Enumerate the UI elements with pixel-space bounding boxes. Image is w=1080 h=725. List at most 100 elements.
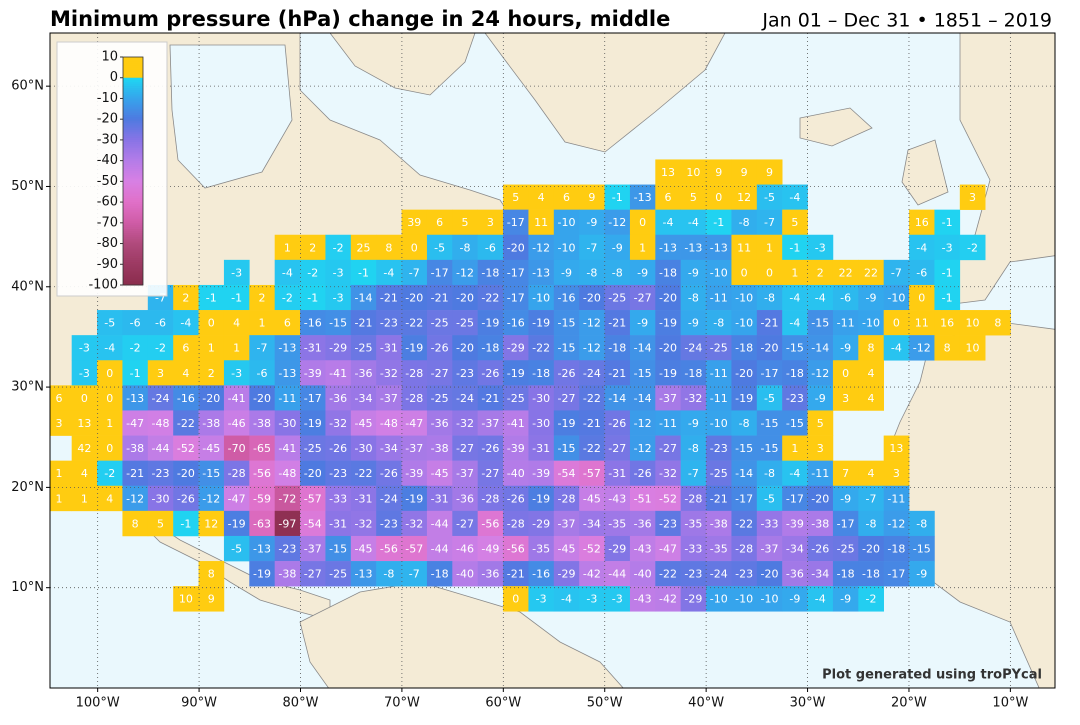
cell-value: -15 xyxy=(558,442,576,455)
grid-cell xyxy=(832,335,859,361)
cell-value: 9 xyxy=(741,166,748,179)
cell-value: -8 xyxy=(713,317,724,330)
cell-value: -16 xyxy=(304,317,322,330)
cell-value: -37 xyxy=(380,392,398,405)
colorbar-segment xyxy=(123,181,143,184)
grid-cell xyxy=(604,209,631,236)
cell-value: -29 xyxy=(507,342,525,355)
cell-value: -42 xyxy=(583,568,601,581)
cell-value: -25 xyxy=(507,392,525,405)
cell-value: 5 xyxy=(512,191,519,204)
grid-cell xyxy=(325,310,352,336)
cell-value: -1 xyxy=(358,266,369,279)
cell-value: -15 xyxy=(761,417,779,430)
cell-value: -24 xyxy=(710,568,728,581)
greenland xyxy=(484,33,726,153)
cell-value: 22 xyxy=(839,266,853,279)
cell-value: 9 xyxy=(715,166,722,179)
cell-value: -9 xyxy=(688,317,699,330)
grid-cell xyxy=(655,586,681,612)
cell-value: 11 xyxy=(534,216,548,229)
colorbar-segment xyxy=(123,77,143,81)
grid-cell xyxy=(223,259,250,286)
grid-cell xyxy=(807,460,834,487)
grid-cell xyxy=(147,310,174,336)
cell-value: -18 xyxy=(659,266,677,279)
cell-value: -14 xyxy=(735,467,753,480)
grid-cell xyxy=(553,184,580,210)
grid-cell xyxy=(553,310,580,336)
colorbar-segment xyxy=(123,204,143,207)
y-tick-label: 10°N xyxy=(11,580,44,595)
grid-cell xyxy=(300,385,326,411)
cell-value: -3 xyxy=(586,593,597,606)
grid-cell xyxy=(401,510,428,537)
cell-value: 0 xyxy=(741,266,748,279)
colorbar-segment xyxy=(123,276,143,280)
grid-cell xyxy=(173,410,199,436)
grid-cell xyxy=(604,259,631,286)
colorbar-segment xyxy=(123,94,143,97)
cell-value: -28 xyxy=(405,392,423,405)
grid-cell xyxy=(300,284,326,311)
cell-value: -27 xyxy=(431,367,449,380)
cell-value: -9 xyxy=(840,593,851,606)
grid-cell xyxy=(528,184,555,210)
cell-value: -43 xyxy=(634,543,652,556)
colorbar-segment xyxy=(123,148,143,151)
cell-value: -17 xyxy=(507,292,525,305)
cell-value: -9 xyxy=(561,266,572,279)
cell-value: -36 xyxy=(456,492,474,505)
grid-cell xyxy=(97,310,123,336)
colorbar-segment xyxy=(123,115,143,118)
grid-cell xyxy=(122,485,149,512)
cell-value: 6 xyxy=(436,216,443,229)
grid-cell xyxy=(503,209,529,236)
grid-cell xyxy=(832,510,859,537)
cell-value: -34 xyxy=(380,442,398,455)
cell-value: -33 xyxy=(329,492,347,505)
cell-value: -37 xyxy=(558,517,576,530)
grid-cell xyxy=(655,460,681,487)
grid-cell xyxy=(274,259,301,286)
cell-value: -56 xyxy=(380,543,398,556)
colorbar-segment xyxy=(123,125,143,128)
cell-value: -70 xyxy=(228,442,246,455)
colorbar-segment xyxy=(123,92,143,95)
cell-value: -56 xyxy=(481,517,499,530)
grid-cell xyxy=(629,485,656,512)
cell-value: -36 xyxy=(329,392,347,405)
cell-value: -26 xyxy=(329,442,347,455)
grid-cell xyxy=(376,510,402,537)
colorbar-segment xyxy=(123,121,143,124)
grid-cell xyxy=(604,335,631,361)
colorbar-segment xyxy=(123,135,143,139)
grid-cell xyxy=(553,360,580,386)
map-area: 13 10 9 9 95 4 6 9 -1 -13 6 5 0 12 -5 -4 339 6 5 3 -17 11 -10-… xyxy=(50,33,1055,688)
grid-cell xyxy=(97,335,123,361)
grid-cell xyxy=(629,385,656,411)
colorbar-segment xyxy=(123,61,143,64)
cell-value: -18 xyxy=(481,342,499,355)
cell-value: -1 xyxy=(307,292,318,305)
grid-cell xyxy=(173,335,199,361)
grid-cell xyxy=(503,310,529,336)
cell-value: -11 xyxy=(811,467,829,480)
cell-value: -11 xyxy=(710,392,728,405)
colorbar-segment xyxy=(123,96,143,99)
cell-value: -10 xyxy=(532,292,550,305)
cell-value: -9 xyxy=(789,593,800,606)
grid-cell xyxy=(528,234,555,261)
cell-value: -36 xyxy=(355,367,373,380)
grid-cell xyxy=(452,234,478,261)
grid-cell xyxy=(756,335,783,361)
grid-cell xyxy=(629,209,656,236)
cell-value: -26 xyxy=(177,492,195,505)
grid-cell xyxy=(731,410,758,436)
grid-cell xyxy=(706,360,732,386)
grid-cell xyxy=(807,561,834,587)
grid-cell xyxy=(223,510,250,537)
cell-value: -4 xyxy=(789,191,800,204)
cell-value: -37 xyxy=(481,417,499,430)
cell-value: -34 xyxy=(583,517,601,530)
